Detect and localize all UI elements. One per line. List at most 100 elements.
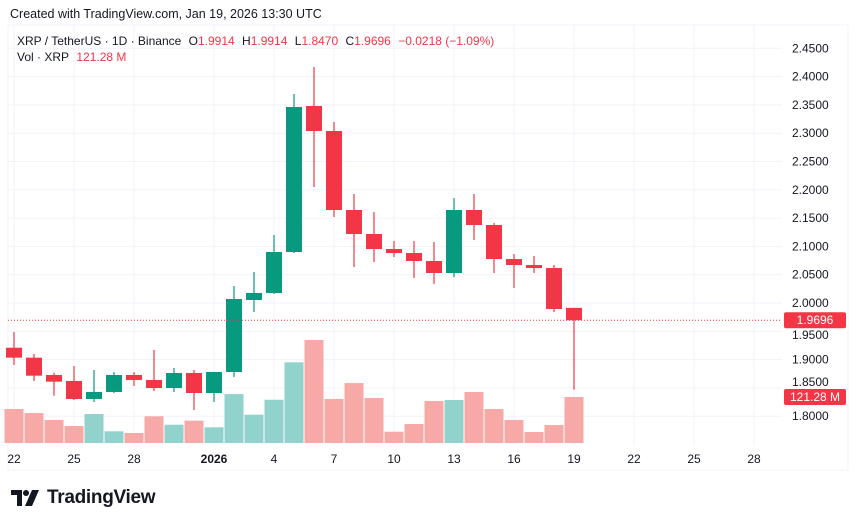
- volume-bar: [224, 394, 244, 443]
- low-value: 1.8470: [301, 34, 339, 48]
- volume-bar: [324, 399, 344, 443]
- open-label: O: [188, 34, 198, 48]
- price-tick-label: 1.8000: [792, 409, 829, 423]
- candle: [446, 198, 462, 278]
- last-volume-label: 121.28 M: [790, 390, 840, 404]
- candle-body: [286, 106, 302, 253]
- volume-bar: [104, 431, 124, 443]
- symbol-label[interactable]: XRP / TetherUS · 1D · Binance: [17, 34, 182, 48]
- candle: [186, 370, 202, 410]
- volume-bar: [564, 397, 584, 443]
- candle: [146, 349, 162, 392]
- volume-bar: [384, 431, 404, 443]
- volume-bar: [284, 362, 304, 443]
- candle-body: [146, 379, 162, 389]
- volume-bar: [484, 409, 504, 443]
- candle: [126, 371, 142, 386]
- volume-bar: [464, 392, 484, 443]
- time-tick-label: 22: [7, 452, 21, 466]
- chart-frame: [7, 24, 849, 471]
- volume-bar: [544, 425, 564, 443]
- candle-body: [246, 292, 262, 301]
- high-value: 1.9914: [250, 34, 288, 48]
- price-axis[interactable]: 2.4500 2.4000 2.3500 2.3000 2.2500 2.2000 2.15…: [792, 41, 829, 423]
- close-value: 1.9696: [354, 34, 391, 48]
- volume-bar: [24, 413, 44, 443]
- candle-body: [546, 268, 562, 309]
- candle: [26, 353, 42, 381]
- candle: [106, 371, 122, 393]
- time-tick-label: 4: [271, 452, 278, 466]
- candle-body: [26, 357, 42, 376]
- candle-body: [346, 210, 362, 235]
- volume-bars: [4, 340, 584, 443]
- volume-bar: [84, 414, 104, 443]
- volume-bar: [424, 401, 444, 443]
- price-tick-label: 1.8500: [792, 375, 829, 389]
- price-tick-label: 1.9500: [792, 328, 829, 342]
- volume-bar: [44, 420, 64, 443]
- time-tick-label: 2026: [201, 452, 228, 466]
- candle: [306, 66, 322, 188]
- candle-body: [126, 374, 142, 380]
- time-tick-label: 19: [567, 452, 581, 466]
- candle-body: [186, 373, 202, 393]
- price-tick-label: 2.3000: [792, 126, 829, 140]
- time-tick-label: 28: [127, 452, 141, 466]
- time-tick-label: 16: [507, 452, 521, 466]
- candle-body: [326, 130, 342, 211]
- candle-body: [386, 249, 402, 254]
- volume-value: 121.28 M: [76, 50, 127, 64]
- candle: [246, 271, 262, 312]
- candle-body: [206, 371, 222, 393]
- candle: [546, 265, 562, 312]
- volume-row: Vol · XRP 121.28 M: [17, 49, 494, 65]
- candle: [366, 211, 382, 263]
- volume-label[interactable]: Vol · XRP: [17, 50, 70, 64]
- volume-bar: [64, 426, 84, 443]
- open-value: 1.9914: [197, 34, 235, 48]
- candle-body: [106, 374, 122, 392]
- candle-body: [86, 391, 102, 399]
- tradingview-logo[interactable]: TradingView: [11, 487, 156, 509]
- candle: [406, 241, 422, 278]
- candle-body: [466, 210, 482, 226]
- candle: [566, 307, 582, 390]
- tradingview-logo-text: TradingView: [47, 487, 156, 508]
- volume-bar: [404, 424, 424, 443]
- candle: [6, 331, 22, 365]
- price-tick-label: 2.0000: [792, 296, 829, 310]
- time-tick-label: 7: [331, 452, 338, 466]
- volume-bar: [504, 420, 524, 443]
- volume-bar: [344, 383, 364, 443]
- ohlc-row: XRP / TetherUS · 1D · Binance O1.9914 H1…: [17, 33, 494, 49]
- price-tick-label: 2.2000: [792, 183, 829, 197]
- created-with-caption: Created with TradingView.com, Jan 19, 20…: [10, 7, 322, 21]
- time-axis[interactable]: 22 25 28 2026 4 7 10 13 16 19 22 25 28: [7, 452, 761, 466]
- candle-body: [306, 105, 322, 131]
- time-tick-label: 22: [627, 452, 641, 466]
- candle: [506, 253, 522, 289]
- candles: [6, 66, 582, 410]
- change-value: −0.0218 (−1.09%): [398, 34, 495, 48]
- candle-body: [526, 265, 542, 269]
- volume-bar: [204, 427, 224, 443]
- candle-body: [506, 259, 522, 266]
- candle: [166, 367, 182, 392]
- volume-bar: [144, 416, 164, 443]
- volume-bar: [364, 398, 384, 443]
- grid-lines: [7, 24, 849, 471]
- time-tick-label: 13: [447, 452, 461, 466]
- volume-bar: [444, 400, 464, 443]
- time-tick-label: 10: [387, 452, 401, 466]
- price-tick-label: 2.4500: [792, 41, 829, 55]
- candle: [66, 365, 82, 401]
- volume-bar: [524, 432, 544, 443]
- price-tick-label: 1.9000: [792, 353, 829, 367]
- last-price-badge: [784, 312, 846, 329]
- volume-bar: [124, 432, 144, 443]
- candle-body: [226, 298, 242, 372]
- candle: [426, 241, 442, 284]
- candle: [266, 235, 282, 295]
